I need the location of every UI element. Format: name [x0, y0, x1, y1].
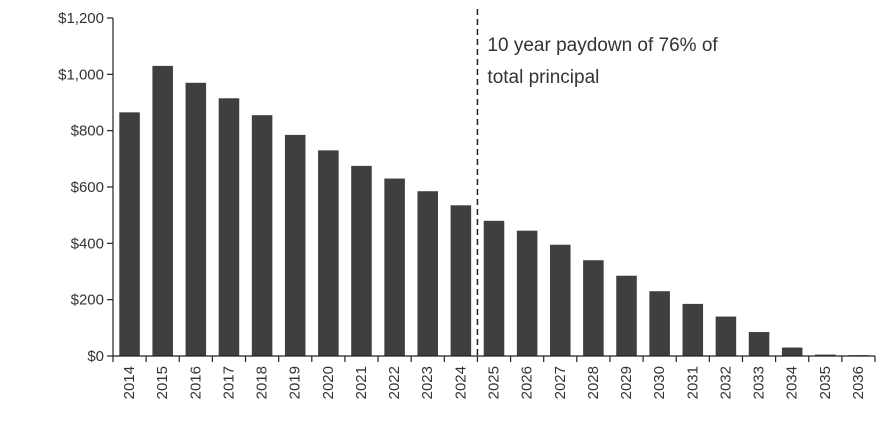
y-axis: $0 $200 $400 $600 $800 $1,000 $1,200 — [58, 10, 114, 365]
bar — [185, 82, 207, 357]
x-tick-label: 2023 — [419, 366, 436, 399]
annotation-line-1: 10 year paydown of 76% of — [487, 35, 718, 56]
x-tick-label: 2033 — [751, 366, 768, 399]
x-tick-label: 2030 — [651, 366, 668, 399]
x-tick-label: 2029 — [618, 366, 635, 399]
x-tick-label: 2017 — [220, 366, 237, 399]
x-tick-label: 2020 — [320, 366, 337, 399]
bar — [748, 332, 770, 356]
y-tick-label: $1,200 — [58, 10, 104, 27]
x-axis: 2014 2015 2016 2017 2018 2019 2020 2021 2022 2023… — [112, 355, 876, 399]
bar — [450, 205, 472, 356]
x-tick-label: 2032 — [717, 366, 734, 399]
x-tick-label: 2022 — [386, 366, 403, 399]
bar — [649, 291, 670, 356]
annotation-line-2: total principal — [487, 67, 599, 88]
bar — [152, 65, 173, 356]
bar — [516, 230, 538, 356]
bar — [483, 220, 505, 356]
bar — [781, 347, 803, 356]
y-tick-label: $400 — [71, 235, 104, 252]
bar — [384, 178, 405, 356]
y-tick-label: $1,000 — [58, 66, 104, 83]
bar — [351, 165, 372, 356]
x-tick-label: 2031 — [684, 366, 701, 399]
bar — [815, 354, 836, 356]
y-tick-label: $0 — [87, 348, 104, 365]
y-tick-label: $200 — [71, 292, 104, 309]
bar — [119, 112, 140, 356]
bar — [417, 191, 439, 356]
bar — [715, 316, 737, 356]
x-tick-label: 2015 — [154, 366, 171, 399]
y-tick-label: $600 — [71, 179, 104, 196]
x-tick-label: 2028 — [585, 366, 602, 399]
y-tick-label: $800 — [71, 123, 104, 140]
x-tick-label: 2025 — [486, 366, 503, 399]
bars — [119, 65, 869, 357]
bar — [549, 244, 571, 356]
x-tick-label: 2027 — [552, 366, 569, 399]
bar — [318, 150, 339, 356]
x-tick-label: 2021 — [353, 366, 370, 399]
x-tick-label: 2018 — [254, 366, 271, 399]
x-tick-label: 2024 — [452, 366, 469, 399]
bar — [284, 134, 306, 356]
bar — [616, 275, 637, 356]
x-tick-label: 2026 — [519, 366, 536, 399]
bar — [251, 115, 273, 356]
x-tick-label: 2014 — [121, 366, 138, 399]
bar — [583, 260, 604, 356]
x-tick-label: 2019 — [287, 366, 304, 399]
bar — [218, 98, 240, 357]
bar — [682, 303, 704, 356]
x-tick-label: 2034 — [784, 366, 801, 399]
x-tick-label: 2016 — [187, 366, 204, 399]
x-tick-label: 2036 — [850, 366, 867, 399]
x-tick-label: 2035 — [817, 366, 834, 399]
